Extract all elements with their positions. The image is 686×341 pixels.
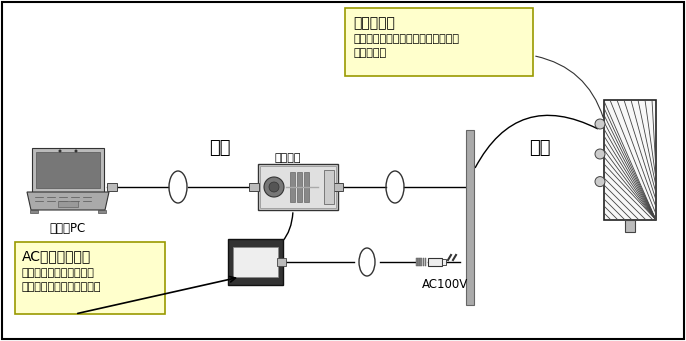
Bar	[333, 183, 343, 191]
Bar	[421, 258, 422, 266]
Bar	[58, 201, 78, 207]
Bar	[442, 259, 446, 265]
Bar	[277, 258, 286, 266]
Text: お客様PC: お客様PC	[50, 222, 86, 235]
Bar	[625, 220, 635, 232]
Bar	[36, 152, 100, 188]
Bar	[423, 258, 424, 266]
Circle shape	[269, 182, 279, 192]
Bar	[345, 8, 533, 76]
Circle shape	[595, 119, 605, 129]
Text: 宅内に設置されています）: 宅内に設置されています）	[22, 282, 102, 292]
Bar	[604, 100, 656, 220]
Bar	[260, 166, 336, 208]
Bar	[466, 130, 474, 305]
Circle shape	[264, 177, 284, 197]
Polygon shape	[27, 192, 109, 210]
Text: （宅内装置と共にお客様: （宅内装置と共にお客様	[22, 268, 95, 278]
Bar	[233, 247, 278, 277]
Bar	[324, 170, 334, 204]
Bar	[249, 183, 259, 191]
Text: AC100V: AC100V	[422, 278, 468, 291]
Bar	[304, 172, 309, 202]
Bar	[418, 258, 420, 266]
Bar	[297, 172, 302, 202]
Bar	[228, 239, 283, 285]
Bar	[15, 242, 165, 314]
Text: アンテナ部: アンテナ部	[353, 16, 395, 30]
Bar	[416, 258, 418, 266]
Text: ています）: ています）	[353, 48, 386, 58]
Bar	[32, 148, 104, 192]
Circle shape	[75, 149, 78, 152]
Bar	[107, 183, 117, 191]
Text: （通常はベランダ等屋外に設置され: （通常はベランダ等屋外に設置され	[353, 34, 459, 44]
Bar	[290, 172, 295, 202]
Text: 屋内: 屋内	[209, 139, 230, 157]
Bar	[30, 210, 38, 213]
Bar	[425, 258, 426, 266]
Text: 屋外: 屋外	[530, 139, 551, 157]
Bar	[258, 164, 338, 210]
Bar	[428, 258, 442, 266]
Circle shape	[595, 149, 605, 159]
Circle shape	[595, 177, 605, 187]
Text: AC電源アダプタ: AC電源アダプタ	[22, 249, 91, 263]
Circle shape	[58, 149, 62, 152]
Bar	[98, 210, 106, 213]
Bar	[604, 100, 656, 220]
Text: 宅内装置: 宅内装置	[275, 153, 301, 163]
